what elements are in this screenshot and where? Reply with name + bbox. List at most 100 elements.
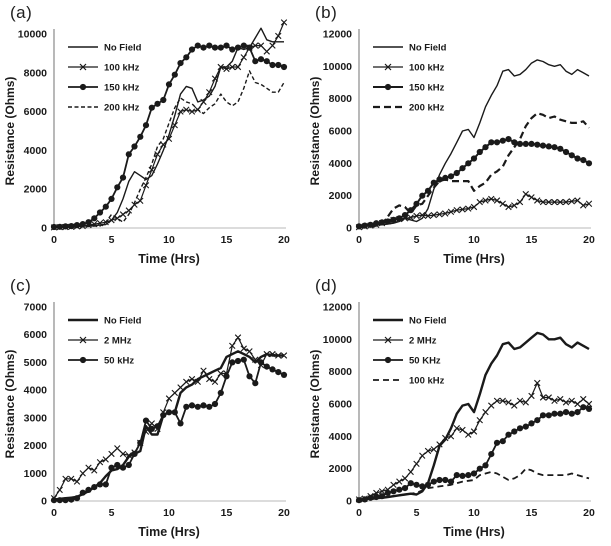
x-markers-2-mhz: [355, 379, 593, 503]
circle-marker: [102, 481, 109, 488]
circle-marker: [505, 431, 512, 438]
circle-marker: [419, 192, 426, 199]
x-tick-label: 5: [414, 234, 420, 246]
y-tick-label: 12000: [323, 302, 352, 314]
x-tick-label: 15: [221, 234, 233, 246]
y-tick-label: 0: [346, 223, 352, 235]
circle-marker: [131, 143, 138, 150]
chart-b: 0 2000 4000 6000 8000 10000 12000 0 5 10 15 20 Time …: [308, 29, 595, 267]
legend-entry-no-field: No Field: [373, 43, 447, 54]
y-tick-label: 6000: [329, 399, 353, 411]
circle-marker: [493, 439, 501, 446]
y-axis-title: Resistance (Ohms): [308, 77, 322, 186]
legend-label: 200 kHz: [104, 103, 140, 114]
panel-a: (a) 0 2000 4000 6000 8000 10000 0 5 10 15 20 Time (…: [0, 0, 305, 273]
x-tick-label: 20: [278, 234, 290, 246]
legend-label: 150 kHz: [409, 83, 445, 94]
circle-marker: [401, 485, 409, 492]
legend-label: No Field: [104, 43, 142, 54]
legend-label: 100 kHz: [409, 376, 445, 387]
circle-marker: [234, 357, 242, 365]
panel-b: (b) 0 2000 4000 6000 8000 10000 12000 0 5 10 15 20 T…: [305, 0, 611, 273]
circle-marker: [257, 359, 265, 366]
y-tick-label: 0: [41, 223, 47, 235]
circle-marker: [585, 160, 593, 167]
circle-marker: [165, 81, 173, 88]
circle-marker: [580, 404, 587, 411]
x-tick-label: 15: [526, 507, 538, 519]
legend-x-marker: [384, 63, 392, 71]
legend-label: 2 MHz: [409, 336, 437, 347]
y-tick-label: 8000: [24, 67, 48, 79]
circle-marker: [160, 412, 167, 419]
circle-marker: [137, 133, 144, 140]
circle-marker: [384, 489, 391, 496]
circle-marker: [551, 144, 558, 151]
circle-marker: [539, 142, 547, 149]
x-tick-label: 10: [163, 234, 175, 246]
circle-marker: [200, 402, 207, 409]
x-axis-title: Time (Hrs): [138, 525, 200, 539]
circle-marker: [442, 476, 449, 484]
legend-label: No Field: [104, 316, 142, 327]
circle-marker: [234, 44, 242, 51]
circle-marker: [280, 63, 288, 71]
circle-marker: [528, 420, 535, 427]
circle-marker: [171, 71, 178, 78]
circle-marker: [447, 478, 455, 485]
y-tick-label: 7000: [24, 302, 48, 314]
circle-marker: [160, 96, 167, 104]
y-tick-label: 2000: [24, 184, 48, 196]
circle-marker: [148, 425, 155, 432]
circle-marker: [246, 44, 253, 51]
x-tick-label: 0: [51, 234, 57, 246]
circle-marker: [511, 428, 518, 435]
circle-marker: [396, 486, 403, 493]
circle-marker: [516, 425, 524, 432]
circle-marker: [246, 373, 253, 380]
series-line-100-khz: [358, 467, 590, 502]
circle-marker: [574, 409, 581, 416]
circle-marker: [465, 160, 472, 167]
circle-marker: [522, 423, 529, 430]
legend-x-marker: [384, 336, 392, 344]
legend-entry-no-field: No Field: [68, 316, 142, 327]
y-tick-label: 0: [41, 496, 47, 508]
circle-marker: [562, 409, 570, 416]
circle-marker: [551, 410, 558, 417]
circle-marker: [390, 488, 397, 495]
circle-marker: [68, 223, 75, 230]
circle-marker: [534, 141, 541, 148]
y-tick-label: 6000: [24, 329, 48, 341]
legend-entry-2-mhz: 2 MHz: [373, 336, 437, 347]
circle-marker: [200, 44, 207, 51]
circle-marker: [79, 221, 86, 228]
circle-marker: [188, 402, 196, 409]
circle-marker: [436, 476, 443, 484]
legend-label: 200 kHz: [409, 103, 445, 114]
circle-marker: [154, 423, 161, 430]
circle-marker: [148, 104, 155, 111]
circle-marker: [108, 195, 115, 202]
x-axis-title: Time (Hrs): [443, 525, 505, 539]
legend-label: 50 kHz: [104, 356, 134, 367]
legend-label: 50 KHz: [409, 356, 441, 367]
panel-d: (d) 0 2000 4000 6000 8000 10000 12000 0 5 10 15 20 T…: [305, 273, 611, 546]
circle-marker: [114, 184, 121, 191]
circle-marker: [206, 42, 213, 49]
circle-marker: [223, 373, 230, 380]
legend-label: No Field: [409, 43, 447, 54]
circle-marker: [562, 148, 570, 156]
x-tick-label: 10: [468, 507, 480, 519]
y-tick-label: 10000: [323, 61, 352, 73]
circle-marker: [568, 152, 575, 159]
circle-marker: [85, 486, 92, 493]
circle-marker: [188, 46, 196, 53]
circle-marker: [482, 144, 489, 151]
circle-marker: [539, 412, 547, 419]
circle-marker: [499, 438, 506, 445]
circle-marker: [419, 483, 426, 490]
y-tick-label: 6000: [329, 126, 353, 138]
x-tick-label: 15: [221, 507, 233, 519]
